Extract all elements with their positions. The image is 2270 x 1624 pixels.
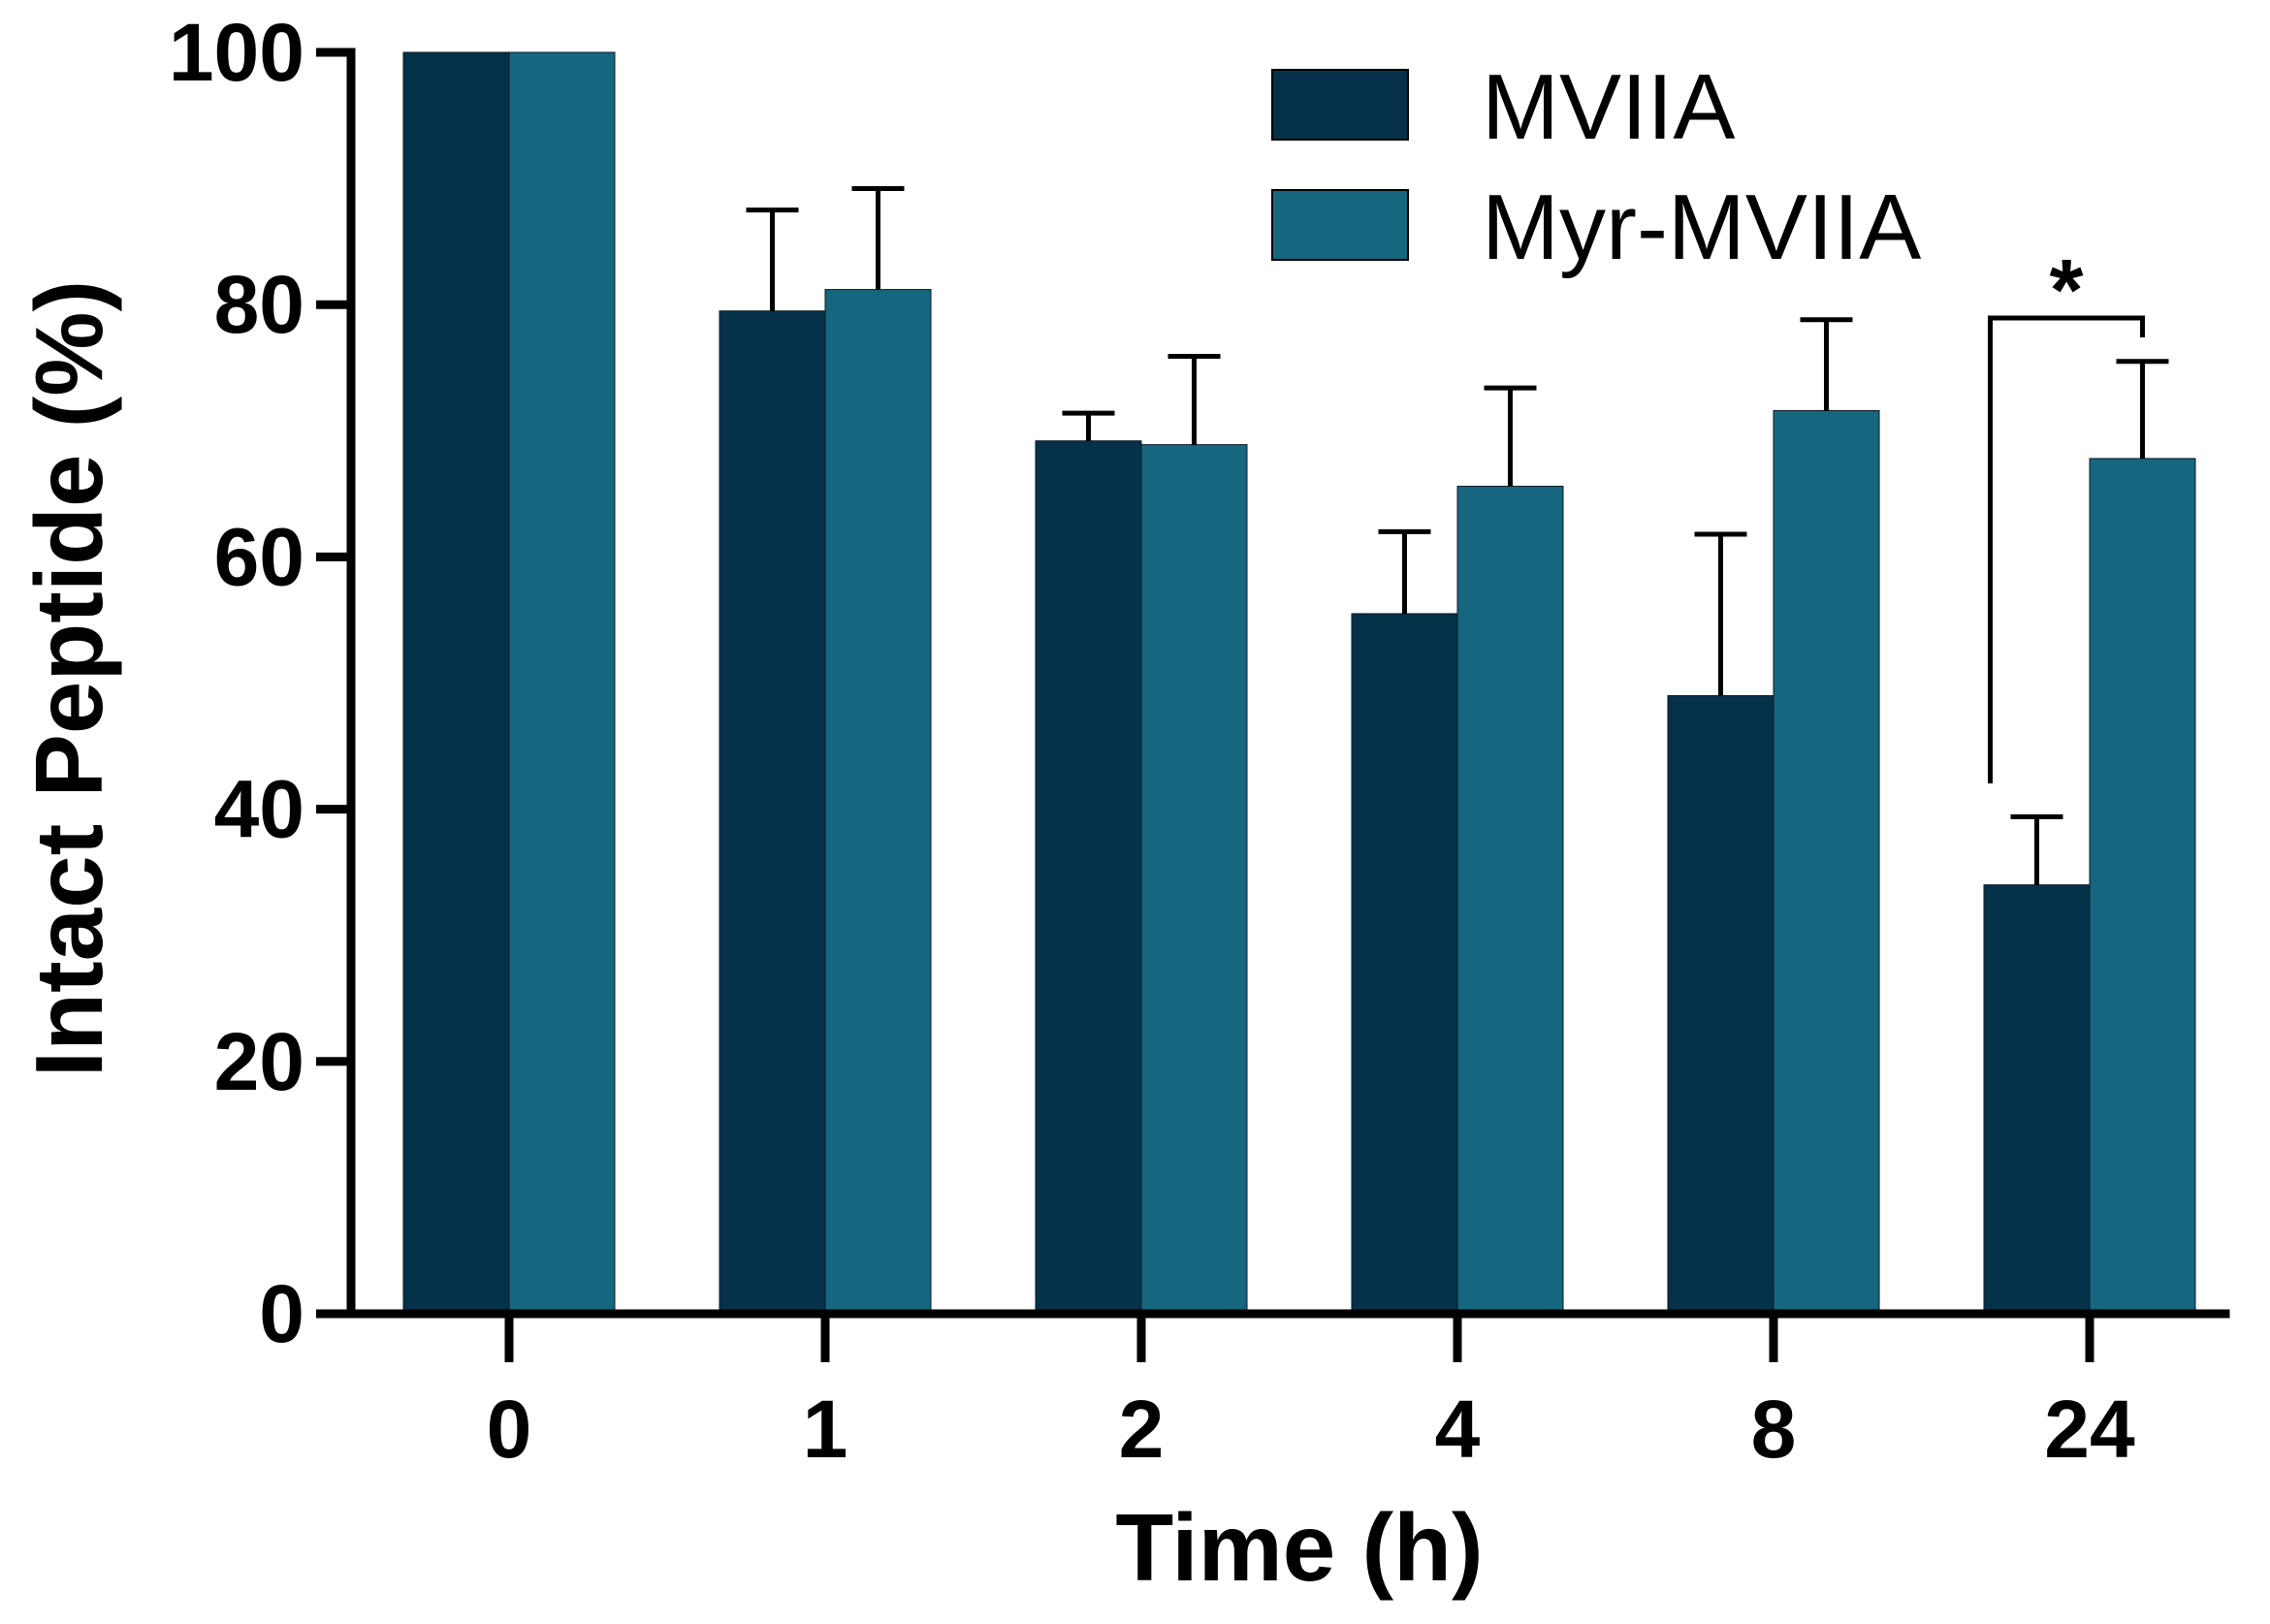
bar-myr-mviia-0 [508, 51, 616, 1315]
bars-group [402, 51, 2196, 1315]
x-ticks-group: 0 1 2 4 8 24 [487, 1314, 2135, 1475]
bar-mviia-2 [1035, 440, 1142, 1315]
bar-mviia-1 [719, 310, 826, 1315]
y-tick-label-0: 0 [259, 1268, 304, 1359]
axes-group [346, 48, 2230, 1319]
bar-myr-mviia-8 [1773, 409, 1880, 1315]
y-tick-label-100: 100 [169, 7, 304, 98]
x-axis-title: Time (h) [1115, 1494, 1483, 1601]
x-tick-label-2: 2 [1119, 1384, 1165, 1475]
significance-star: * [2049, 242, 2083, 339]
error-bars-group [746, 186, 2169, 885]
legend-swatch-myr-mviia [1271, 189, 1409, 261]
bar-mviia-24 [1983, 884, 2091, 1315]
bar-mviia-4 [1351, 613, 1458, 1315]
bar-myr-mviia-24 [2089, 458, 2196, 1315]
x-tick-label-24: 24 [2044, 1384, 2135, 1475]
legend-label-myr-mviia: Myr-MVIIA [1482, 175, 1921, 279]
bar-mviia-8 [1667, 695, 1774, 1315]
x-tick-label-1: 1 [803, 1384, 848, 1475]
x-tick-label-8: 8 [1751, 1384, 1797, 1475]
y-tick-label-80: 80 [214, 259, 304, 350]
x-tick-label-4: 4 [1435, 1384, 1481, 1475]
y-ticks-group: 0 20 40 60 80 100 [169, 7, 351, 1359]
legend-swatch-mviia [1271, 69, 1409, 141]
bar-mviia-0 [402, 51, 510, 1315]
y-tick-label-40: 40 [214, 764, 304, 855]
x-tick-label-0: 0 [487, 1384, 532, 1475]
significance-bracket [1988, 315, 2145, 783]
legend-label-mviia: MVIIA [1482, 55, 1735, 159]
bar-myr-mviia-4 [1456, 486, 1564, 1315]
bar-myr-mviia-1 [824, 289, 932, 1315]
y-tick-label-60: 60 [214, 511, 304, 602]
y-axis-title: Intact Peptide (%) [16, 280, 122, 1077]
significance-group: * [1988, 242, 2145, 783]
legend: MVIIA Myr-MVIIA [1271, 55, 1921, 279]
y-tick-label-20: 20 [214, 1016, 304, 1107]
bar-myr-mviia-2 [1140, 444, 1248, 1315]
